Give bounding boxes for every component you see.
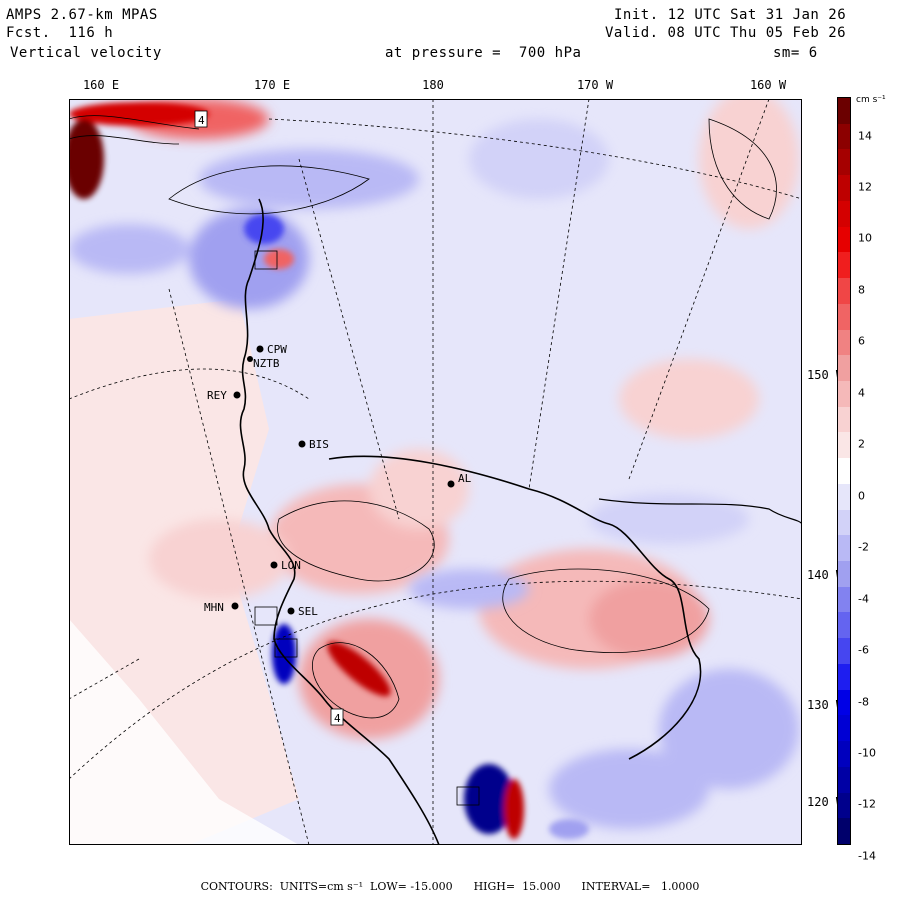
colorbar-label: -12 <box>858 797 876 811</box>
colorbar-label: 2 <box>858 437 865 451</box>
contour-lines <box>69 115 777 719</box>
colorbar-segment <box>838 663 850 691</box>
colorbar-segment <box>838 483 850 511</box>
colorbar-label: 8 <box>858 283 865 297</box>
init-time: Init. 12 UTC Sat 31 Jan 26 <box>614 7 847 23</box>
station-dot-rey <box>233 391 241 399</box>
station-markers: CPW NZTB REY BIS AL LON MHN SEL <box>204 343 472 618</box>
station-label-rey: REY <box>207 389 227 402</box>
forecast-hour: Fcst. 116 h <box>6 25 114 41</box>
station-label-bis: BIS <box>309 438 329 451</box>
colorbar-label: 12 <box>858 180 872 194</box>
station-label-sel: SEL <box>298 605 318 618</box>
station-dot-cpw <box>256 345 264 353</box>
colorbar-segment <box>838 355 850 382</box>
colorbar-segment <box>838 278 850 305</box>
station-dot-sel <box>287 607 295 615</box>
variable-name: Vertical velocity <box>10 45 162 61</box>
colorbar-units: cm s⁻¹ <box>856 95 886 105</box>
station-label-mhn: MHN <box>204 601 224 614</box>
colorbar-segment <box>838 123 850 150</box>
coastline <box>239 198 440 845</box>
colorbar-label: 6 <box>858 334 865 348</box>
colorbar-label: 0 <box>858 489 865 503</box>
colorbar-segment <box>838 432 850 459</box>
colorbar-label: -8 <box>858 695 869 709</box>
colorbar-segment <box>838 766 850 794</box>
colorbar-segment <box>838 458 850 485</box>
lat-label-120w: 120 W <box>807 795 844 809</box>
colorbar-segment <box>838 98 850 125</box>
map-frame <box>69 99 802 845</box>
colorbar-label: 10 <box>858 231 872 245</box>
colorbar-segment <box>838 329 850 356</box>
colorbar-segment <box>838 175 850 202</box>
colorbar-segment <box>838 509 850 536</box>
field-outside-domain <box>69 619 299 845</box>
colorbar-segment <box>838 380 850 408</box>
colorbar-label: -10 <box>858 746 876 760</box>
grid-lines <box>69 99 802 845</box>
lon-label-160w: 160 W <box>749 78 787 92</box>
station-dot-al <box>447 480 455 488</box>
station-dot-nztb <box>247 356 253 362</box>
model-name: AMPS 2.67-km MPAS <box>6 7 158 23</box>
lat-label-130w: 130 W <box>807 698 844 712</box>
colorbar-segment <box>838 612 850 639</box>
downward-motion-areas <box>69 119 799 829</box>
colorbar-label: -4 <box>858 592 869 606</box>
vertical-velocity-map: CPW NZTB REY BIS AL LON MHN SEL 4 4 <box>69 99 802 845</box>
colorbar-label: -14 <box>858 849 876 863</box>
colorbar <box>837 97 851 845</box>
box-label-1: 4 <box>198 114 205 127</box>
colorbar-label: 4 <box>858 386 865 400</box>
colorbar-segment <box>838 638 850 665</box>
colorbar-segment <box>838 303 850 330</box>
station-label-al: AL <box>458 472 472 485</box>
station-label-lon: LON <box>281 559 301 572</box>
station-dot-bis <box>298 440 306 448</box>
lon-label-160e: 160 E <box>82 78 120 92</box>
coastline-east <box>598 498 802 525</box>
station-label-nztb: NZTB <box>253 357 280 370</box>
lat-label-150w: 150 W <box>807 368 844 382</box>
colorbar-segment <box>838 252 850 279</box>
box-label-2: 4 <box>334 712 341 725</box>
pressure-level: at pressure = 700 hPa <box>385 45 582 61</box>
station-dot-lon <box>270 561 278 569</box>
station-label-cpw: CPW <box>267 343 287 356</box>
valid-time: Valid. 08 UTC Thu 05 Feb 26 <box>605 25 847 41</box>
colorbar-segment <box>838 149 850 176</box>
colorbar-segment <box>838 200 850 228</box>
lon-label-170e: 170 E <box>253 78 291 92</box>
lat-label-140w: 140 W <box>807 568 844 582</box>
colorbar-segment <box>838 406 850 433</box>
ice-shelf-edge <box>328 455 702 760</box>
lon-label-170w: 170 W <box>576 78 614 92</box>
colorbar-segment <box>838 586 850 613</box>
colorbar-label: -2 <box>858 540 869 554</box>
colorbar-segment <box>838 535 850 562</box>
colorbar-label: -6 <box>858 643 869 657</box>
colorbar-segment <box>838 561 850 588</box>
colorbar-segment <box>838 741 850 768</box>
colorbar-label: 14 <box>858 129 872 143</box>
lon-label-180: 180 <box>422 78 444 92</box>
colorbar-segment <box>838 689 850 716</box>
station-dot-mhn <box>231 602 239 610</box>
upward-motion-areas <box>129 99 799 739</box>
colorbar-segment <box>838 818 850 845</box>
smoothing-value: sm= 6 <box>773 45 818 61</box>
colorbar-segment <box>838 792 850 819</box>
colorbar-segment <box>838 715 850 742</box>
contour-label-boxes: 4 4 <box>194 110 480 806</box>
colorbar-segment <box>838 226 850 253</box>
contour-info: CONTOURS: UNITS=cm s⁻¹ LOW= -15.000 HIGH… <box>200 880 700 893</box>
